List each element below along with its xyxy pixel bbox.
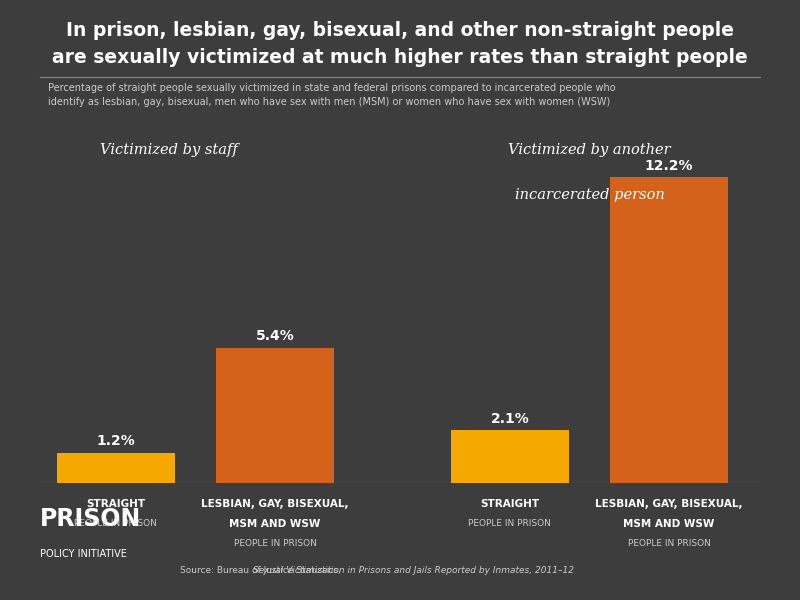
Text: LESBIAN, GAY, BISEXUAL,: LESBIAN, GAY, BISEXUAL, (201, 499, 349, 509)
Text: PEOPLE IN PRISON: PEOPLE IN PRISON (234, 539, 316, 548)
Bar (57, 453, 175, 483)
Text: POLICY INITIATIVE: POLICY INITIATIVE (40, 549, 127, 559)
Text: STRAIGHT: STRAIGHT (86, 499, 146, 509)
Bar (216, 347, 334, 483)
Text: identify as lesbian, gay, bisexual, men who have sex with men (MSM) or women who: identify as lesbian, gay, bisexual, men … (48, 97, 610, 107)
Text: are sexually victimized at much higher rates than straight people: are sexually victimized at much higher r… (52, 48, 748, 67)
Bar (610, 177, 728, 483)
Text: Victimized by another: Victimized by another (508, 143, 670, 157)
Text: MSM AND WSW: MSM AND WSW (230, 520, 321, 529)
Text: Victimized by staff: Victimized by staff (100, 143, 238, 157)
Text: Sexual Victimization in Prisons and Jails Reported by Inmates, 2011–12: Sexual Victimization in Prisons and Jail… (253, 566, 574, 575)
Text: 2.1%: 2.1% (490, 412, 530, 426)
Text: PEOPLE IN PRISON: PEOPLE IN PRISON (469, 520, 551, 529)
Text: Source: Bureau of Justice Statistics,: Source: Bureau of Justice Statistics, (180, 566, 344, 575)
Text: LESBIAN, GAY, BISEXUAL,: LESBIAN, GAY, BISEXUAL, (595, 499, 743, 509)
Bar (450, 430, 569, 483)
Text: STRAIGHT: STRAIGHT (480, 499, 539, 509)
Text: PRISON: PRISON (40, 507, 142, 531)
Text: MSM AND WSW: MSM AND WSW (623, 520, 714, 529)
Text: 1.2%: 1.2% (97, 434, 135, 448)
Text: In prison, lesbian, gay, bisexual, and other non-straight people: In prison, lesbian, gay, bisexual, and o… (66, 21, 734, 40)
Text: 12.2%: 12.2% (645, 158, 694, 173)
Text: PEOPLE IN PRISON: PEOPLE IN PRISON (628, 539, 710, 548)
Text: PEOPLE IN PRISON: PEOPLE IN PRISON (74, 520, 158, 529)
Text: 5.4%: 5.4% (255, 329, 294, 343)
Text: incarcerated person: incarcerated person (514, 188, 664, 202)
Text: Percentage of straight people sexually victimized in state and federal prisons c: Percentage of straight people sexually v… (48, 83, 616, 93)
